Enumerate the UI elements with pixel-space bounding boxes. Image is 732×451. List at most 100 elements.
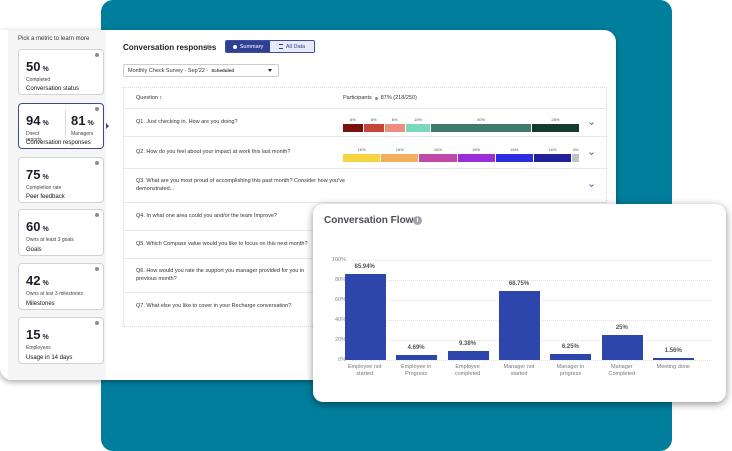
chevron-down-icon[interactable] (589, 183, 594, 188)
pie-icon (232, 44, 237, 49)
info-icon[interactable] (206, 45, 210, 49)
y-tick: 40% (334, 317, 346, 323)
metric-subtitle: Managers (71, 131, 94, 137)
question-text: Q4. In what one area could you and/or th… (136, 213, 277, 219)
bar-segment: 16% (533, 147, 573, 162)
response-distribution-bar: 16% 16% 16% 16% 16% 16% 4% (343, 147, 580, 162)
bar-value-label: 4.69% (407, 345, 425, 352)
bar-segment: 28% (531, 117, 580, 132)
bar-segment: 16% (381, 147, 420, 162)
info-icon (95, 213, 99, 217)
gridline (352, 260, 712, 261)
segment-label: 4% (572, 147, 579, 152)
table-row[interactable]: Q3. What are you most proud of accomplis… (124, 168, 606, 203)
metric-card-conversation-status[interactable]: 50% Completed Conversation status (18, 49, 104, 95)
summary-label: Summary (239, 43, 264, 50)
y-tick: 0% (338, 357, 346, 363)
chart-bar[interactable] (499, 291, 540, 360)
metric-card-usage[interactable]: 15% Employees Usage in 14 days (18, 317, 104, 364)
bar-segment: 8% (363, 117, 385, 132)
segment-label: 16% (395, 147, 404, 152)
metric-title: Conversation status (26, 86, 80, 92)
metric-value: 60% (26, 219, 49, 234)
x-tick: Employee not started (347, 364, 382, 377)
segment-label: 10% (413, 117, 422, 122)
chevron-down-icon[interactable] (589, 121, 594, 126)
bar-segment: 4% (572, 147, 580, 162)
x-tick: Employee completed (454, 364, 481, 377)
chevron-down-icon[interactable] (589, 151, 594, 156)
metric-card-conversation-responses[interactable]: 94% Direct reports 81% Managers Conversa… (18, 103, 104, 149)
metric-value: 42% (26, 273, 49, 288)
y-tick: 100% (331, 257, 346, 263)
question-text: Q6. How would you rate the support you m… (136, 268, 305, 282)
divider (65, 110, 66, 136)
table-row[interactable]: Q2. How do you feel about your impact at… (124, 136, 606, 169)
metric-card-peer-feedback[interactable]: 75% Completion rate Peer feedback (18, 157, 104, 203)
metric-subtitle: Completed (26, 77, 51, 83)
bar-segment: 40% (431, 117, 532, 132)
info-icon (95, 107, 99, 111)
conversation-flow-card: Conversation Flow i 100% 80% 60% 40% 20% 0% 85… (313, 204, 726, 402)
chart-bar[interactable] (396, 355, 438, 360)
info-icon[interactable]: i (413, 216, 422, 225)
participants-value: 87% (218/250) (380, 95, 417, 101)
summary-tab[interactable]: Summary (226, 41, 270, 52)
survey-status: Scheduled (211, 68, 234, 73)
segment-label: 28% (551, 117, 560, 122)
x-tick: Employee in Progress (401, 364, 432, 377)
segment-label: 16% (548, 147, 557, 152)
sidebar-hint: Pick a metric to learn more (18, 36, 90, 42)
segment-label: 16% (357, 147, 366, 152)
segment-label: 40% (477, 117, 486, 122)
survey-select[interactable]: Monthly Check Survey - Sep'22 - Schedule… (123, 64, 279, 77)
metrics-sidebar: Pick a metric to learn more 50% Complete… (8, 30, 109, 380)
table-row[interactable]: Q1. Just checking in. How are you doing?… (124, 108, 606, 137)
bar-segment: 16% (419, 147, 458, 162)
x-tick: Meeting done (656, 364, 690, 370)
chart-bar[interactable] (653, 358, 695, 360)
metric-title: Goals (26, 247, 42, 253)
table-row[interactable]: Q7. What else you like to cover in your … (124, 292, 606, 320)
bar-segment: 16% (495, 147, 534, 162)
metric-card-goals[interactable]: 60% Owns at least 3 goals Goals (18, 209, 104, 256)
bar-segment: 16% (457, 147, 496, 162)
segment-label: 16% (510, 147, 519, 152)
bar-segment: 16% (343, 147, 382, 162)
question-text: Q3. What are you most proud of accomplis… (136, 178, 345, 192)
chart-bar[interactable] (601, 335, 643, 360)
list-icon (278, 44, 283, 49)
bar-segment: 8% (343, 117, 364, 132)
metric-value-direct-reports: 94% (26, 113, 49, 128)
metric-subtitle: Owns at least 3 goals (26, 237, 74, 243)
info-icon (95, 267, 99, 271)
column-header-question[interactable]: Question ↕ (136, 95, 163, 101)
segment-label: 16% (433, 147, 442, 152)
segment-label: 8% (370, 117, 377, 122)
dot-icon (374, 96, 378, 100)
chart-bar[interactable] (344, 274, 386, 360)
metric-subtitle: Direct reports (26, 131, 42, 143)
chart-title: Conversation Flow (324, 215, 414, 226)
table-header: Question ↕ Participants 87% (218/250) (124, 88, 606, 109)
y-tick: 60% (334, 297, 346, 303)
metric-title: Conversation responses (26, 140, 91, 146)
column-header-participants: Participants 87% (218/250) (343, 95, 417, 101)
segment-label: 16% (472, 147, 481, 152)
all-data-tab[interactable]: All Data (270, 41, 314, 52)
x-tick: Manager not started (503, 364, 535, 377)
bar-value-label: 25% (615, 325, 628, 331)
x-tick: Manager in progress (556, 364, 585, 377)
bar-segment: 8% (384, 117, 406, 132)
segment-label: 8% (391, 117, 398, 122)
chart-bar[interactable] (447, 350, 489, 360)
bar-segment: 10% (405, 117, 432, 132)
y-tick: 20% (334, 337, 346, 343)
metric-value: 75% (26, 167, 49, 182)
active-indicator-arrow (106, 123, 109, 129)
question-text: Q2. How do you feel about your impact at… (136, 149, 291, 155)
chart-bar[interactable] (550, 353, 592, 360)
info-icon (95, 53, 99, 57)
metric-card-milestones[interactable]: 42% Owns at lest 3 milestones Milestones (18, 263, 104, 310)
metric-value: 15% (26, 327, 49, 342)
